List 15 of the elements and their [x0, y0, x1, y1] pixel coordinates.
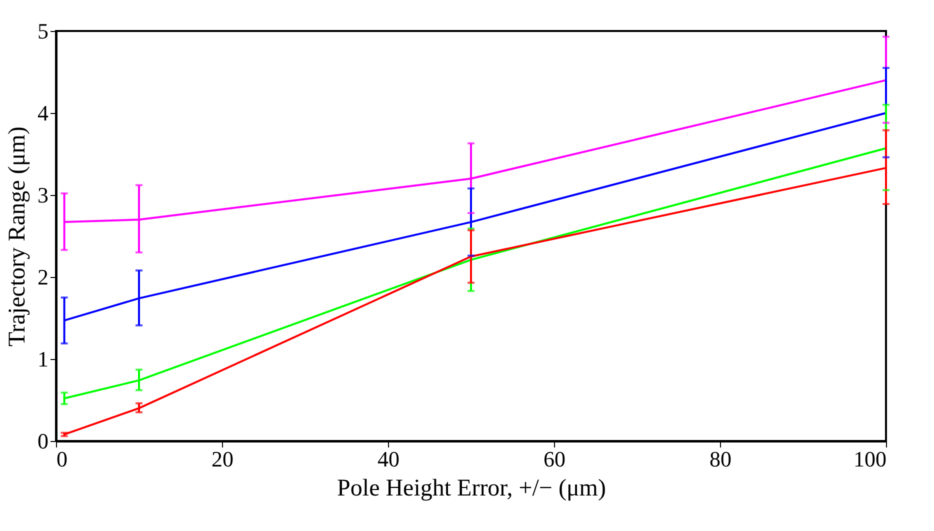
x-tick-label: 80 — [710, 446, 732, 472]
y-tick-label: 5 — [38, 18, 48, 44]
x-tick-label: 40 — [378, 446, 400, 472]
x-axis-title: Pole Height Error, +/− (μm) — [337, 476, 606, 502]
x-tick-label: 60 — [544, 446, 566, 472]
y-tick-label: 3 — [38, 182, 48, 208]
x-tick-label: 100 — [854, 446, 886, 472]
y-axis-title: Trajectory Range (μm) — [4, 126, 30, 346]
line-series — [63, 147, 887, 400]
y-tick-label: 0 — [38, 428, 48, 454]
x-tick-label: 0 — [56, 446, 68, 472]
x-tick-label: 20 — [212, 446, 234, 472]
y-tick-label: 4 — [38, 100, 48, 126]
y-tick-label: 2 — [38, 264, 48, 290]
y-tick-label: 1 — [38, 346, 48, 372]
